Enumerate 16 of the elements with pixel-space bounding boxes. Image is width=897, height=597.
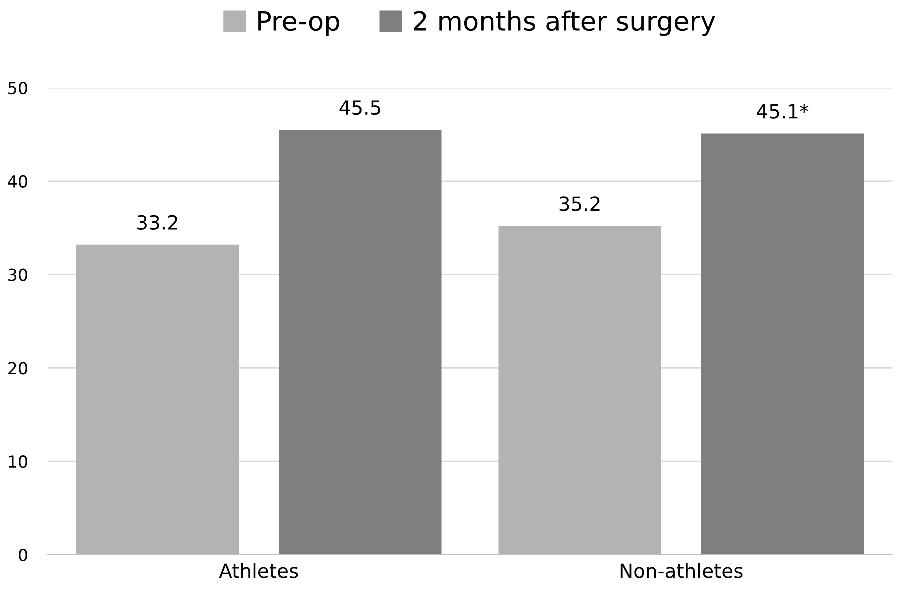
data-label: 33.2: [138, 215, 178, 230]
bar: [701, 134, 864, 555]
x-tick-label: Non-athletes: [620, 563, 743, 578]
y-tick-label: 40: [8, 175, 28, 188]
data-label: 45.1*: [757, 104, 809, 119]
data-label: 35.2: [560, 196, 600, 212]
y-tick-label: 50: [8, 82, 28, 95]
bar: [279, 130, 442, 555]
legend-label: 2 months after surgery: [414, 10, 716, 36]
y-tick-label: 0: [19, 548, 28, 562]
y-tick-label: 20: [8, 362, 28, 375]
data-label: 45.5: [340, 100, 380, 116]
y-tick-label: 10: [9, 456, 28, 468]
x-tick-label: Athletes: [219, 563, 298, 578]
legend-label: Pre-op: [258, 12, 340, 36]
y-tick-label: 30: [8, 268, 28, 282]
